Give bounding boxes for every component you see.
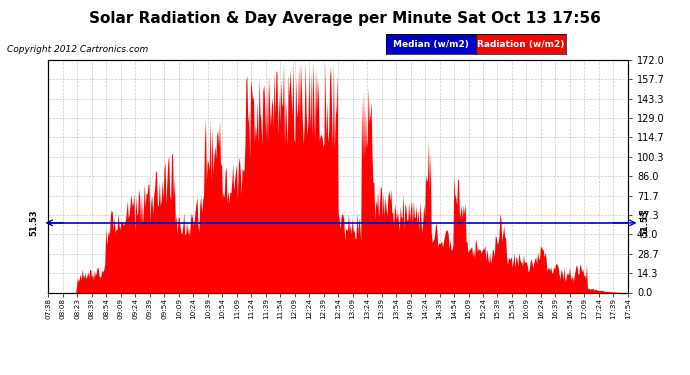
Text: Radiation (w/m2): Radiation (w/m2)	[477, 40, 564, 49]
Text: Solar Radiation & Day Average per Minute Sat Oct 13 17:56: Solar Radiation & Day Average per Minute…	[89, 11, 601, 26]
Text: 51.53: 51.53	[29, 210, 39, 236]
Text: 51.53: 51.53	[641, 210, 650, 236]
Text: Copyright 2012 Cartronics.com: Copyright 2012 Cartronics.com	[7, 45, 148, 54]
Text: Median (w/m2): Median (w/m2)	[393, 40, 469, 49]
